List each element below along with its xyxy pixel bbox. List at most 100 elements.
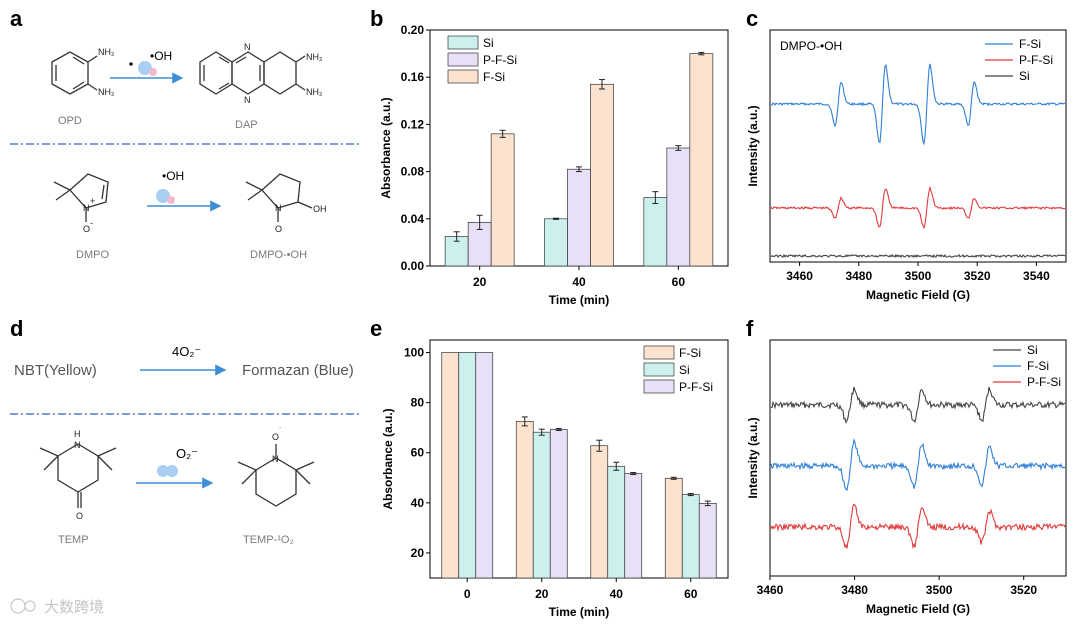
bar-f-si-60 (664, 477, 683, 579)
legend-label-p-f-si: P-F-Si (483, 53, 517, 67)
y-tick-label: 0.04 (401, 212, 425, 226)
formazan-label: Formazan (Blue) (242, 362, 354, 379)
y-tick-label: 0.00 (401, 259, 425, 273)
x-axis-label: Time (min) (549, 605, 609, 619)
oh-radical-icon-2 (156, 189, 170, 203)
plot-frame (429, 339, 729, 579)
x-axis-label: Magnetic Field (G) (866, 288, 970, 302)
dap-amine-2: NH₂ (306, 87, 323, 97)
y-axis-label: Intensity (a.u.) (746, 417, 760, 498)
bar-si-0 (458, 352, 477, 579)
bar-p-f-si-0 (475, 352, 494, 579)
y-tick-label: 0.08 (401, 165, 425, 179)
y-axis-label: Absorbance (a.u.) (379, 97, 393, 198)
bar-p-f-si-40 (624, 473, 643, 579)
dmpo-n: N (83, 203, 90, 213)
legend-label-p-f-si: P-F-Si (679, 380, 713, 394)
o2-icon-a (157, 465, 169, 477)
x-tick-label: 3480 (845, 269, 872, 283)
legend-label-si: Si (483, 36, 494, 50)
oh-radical-icon-small (149, 68, 157, 76)
y-tick-label: 60 (411, 446, 425, 460)
dap-n-bottom: N (244, 95, 251, 105)
x-tick-label: 3480 (841, 583, 868, 597)
legend-label-f-si: F-Si (1027, 359, 1049, 373)
panel-label-f: f (746, 316, 754, 341)
legend-swatch-si (643, 362, 675, 377)
legend-swatch-p-f-si (447, 52, 479, 67)
panel-label-c: c (746, 6, 758, 31)
spectrum-p-f-si (770, 185, 1066, 230)
dap-n-top: N (244, 42, 251, 52)
reagent-oh-1: •OH (150, 49, 172, 63)
x-tick-label: 3460 (786, 269, 813, 283)
bar-f-si-20 (515, 421, 534, 579)
radical-dot-icon (129, 62, 133, 66)
legend-label-si: Si (1027, 343, 1038, 357)
x-tick-label: 40 (572, 275, 586, 289)
spectrum-f-si (771, 63, 1066, 146)
y-tick-label: 0.12 (401, 117, 425, 131)
spectrum-annotation: DMPO-•OH (780, 39, 842, 53)
dmpo-plus: + (90, 196, 95, 206)
x-tick-label: 20 (535, 587, 549, 601)
x-tick-label: 3540 (1023, 269, 1050, 283)
dmpo-minus: - (90, 218, 93, 228)
dap-amine-1: NH₂ (306, 52, 323, 62)
x-tick-label: 3500 (926, 583, 953, 597)
temp-label: TEMP (58, 534, 89, 546)
panel-label-b: b (370, 6, 383, 31)
panel-label-d: d (10, 316, 23, 341)
temp-structure (39, 443, 117, 508)
y-tick-label: 0.20 (401, 23, 425, 37)
oh-radical-icon-2-small (167, 196, 175, 204)
dmpo-oh-label: DMPO-•OH (250, 249, 307, 261)
y-tick-label: 0.16 (401, 70, 425, 84)
tempo-radical-dot: ˙ (279, 426, 282, 436)
legend-label-p-f-si: P-F-Si (1027, 375, 1061, 389)
dmpo-o: O (83, 224, 90, 234)
opd-amine-2: NH₂ (98, 87, 115, 97)
plot-frame (769, 339, 1067, 577)
bar-si-60 (681, 494, 700, 579)
legend-label-p-f-si: P-F-Si (1019, 53, 1053, 67)
temp-n: N (74, 440, 81, 450)
watermark-logo-icon (10, 598, 26, 614)
watermark-text: 大数跨境 (44, 598, 104, 616)
x-tick-label: 3520 (964, 269, 991, 283)
bar-p-f-si-40 (567, 168, 591, 267)
legend-swatch-si (447, 35, 479, 50)
dap-structure (199, 51, 306, 95)
watermark: 大数跨境 (10, 598, 104, 616)
temp-o: O (76, 511, 83, 521)
dmpo-label: DMPO (76, 249, 109, 261)
dmpo-oh-structure (245, 173, 313, 222)
bar-p-f-si-20 (549, 429, 568, 579)
bar-f-si-40 (590, 445, 609, 579)
panel-label-a: a (10, 6, 23, 31)
legend-label-f-si: F-Si (1019, 37, 1041, 51)
x-axis-label: Time (min) (549, 293, 609, 307)
legend-swatch-p-f-si (643, 379, 675, 394)
opd-label: OPD (58, 115, 82, 127)
chart-c: 3460 3480 3500 3520 3540 Magnetic Field (G) In… (746, 29, 1067, 302)
spectrum-p-f-si (770, 503, 1066, 550)
y-tick-label: 80 (411, 396, 425, 410)
chart-b: 0.00 0.04 0.08 0.12 0.16 0.20 20 40 60 Time (min)… (379, 23, 729, 307)
y-axis-label: Intensity (a.u.) (746, 105, 760, 186)
dmpo-oh-n: N (275, 203, 282, 213)
reagent-oh-2: •OH (162, 169, 184, 183)
nbt-label: NBT(Yellow) (14, 362, 97, 379)
panel-a-schemes: NH₂ NH₂ OPD •OH N N NH₂ NH₂ DAP (51, 42, 327, 261)
x-tick-label: 3520 (1010, 583, 1037, 597)
tempo-structure (237, 444, 315, 507)
tempo-o: O (272, 432, 279, 442)
chart-f: 3460 3480 3500 3520 Magnetic Field (G) Intens… (746, 339, 1067, 616)
legend-label-f-si: F-Si (679, 346, 701, 360)
y-tick-label: 100 (404, 346, 424, 360)
dap-label: DAP (235, 119, 258, 131)
spectrum-si (770, 386, 1066, 425)
bar-si-60 (643, 197, 668, 267)
panel-label-e: e (370, 316, 382, 341)
x-tick-label: 60 (672, 275, 686, 289)
